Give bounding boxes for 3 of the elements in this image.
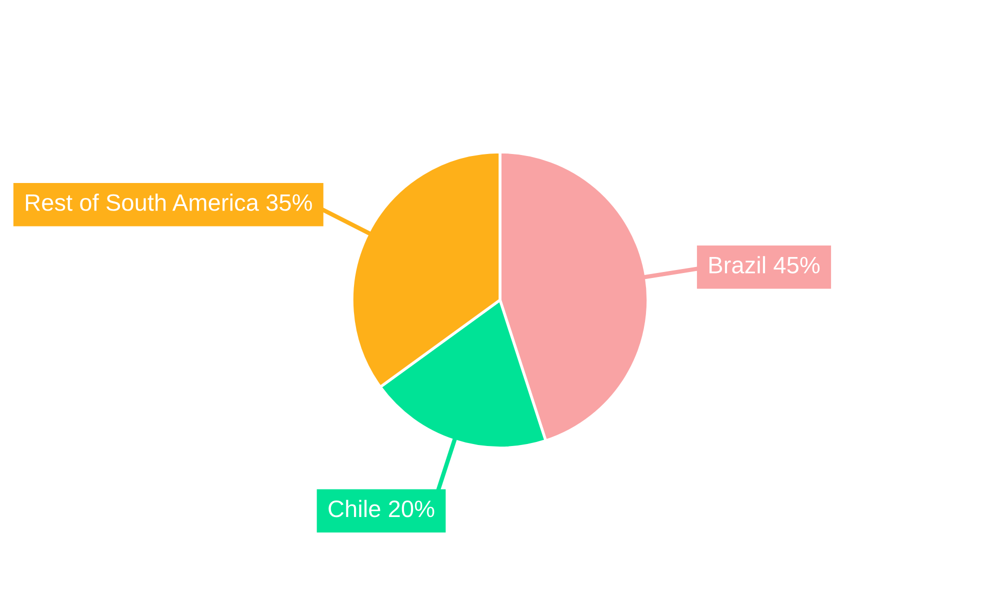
slice-label: Chile 20% [328, 500, 434, 518]
slice-label: Rest of South America 35% [26, 194, 312, 211]
slice-label: Brazil 45% [710, 256, 820, 274]
